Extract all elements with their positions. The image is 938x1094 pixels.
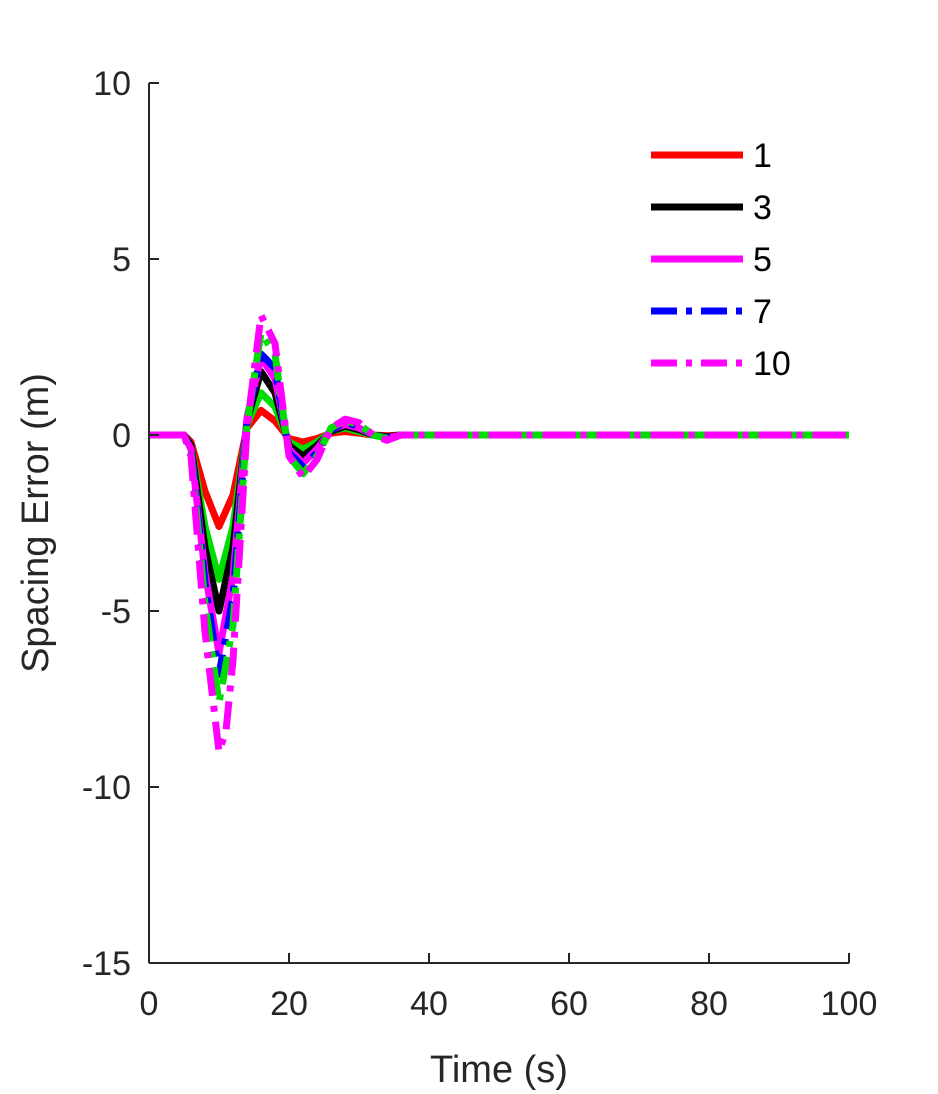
legend: 1 3 5 7 10 bbox=[651, 137, 791, 383]
x-tick-label: 100 bbox=[821, 985, 878, 1023]
x-tick-label: 60 bbox=[550, 985, 588, 1023]
y-tick-label: 5 bbox=[112, 241, 131, 279]
y-axis-label: Spacing Error (m) bbox=[15, 373, 57, 673]
x-tick-label: 40 bbox=[410, 985, 448, 1023]
y-tick-label: -15 bbox=[82, 945, 131, 983]
series-layer bbox=[149, 311, 849, 756]
series-line-3 bbox=[149, 368, 849, 615]
legend-label-5: 5 bbox=[753, 241, 772, 279]
legend-label-1: 1 bbox=[753, 137, 772, 175]
y-tick-label: -10 bbox=[82, 769, 131, 807]
series-line-10 bbox=[149, 311, 849, 756]
series-line-1 bbox=[149, 406, 849, 530]
legend-label-3: 3 bbox=[753, 189, 772, 227]
legend-label-7: 7 bbox=[753, 293, 772, 331]
axes-layer: 0 20 40 60 80 100 10 5 0 -5 -10 -15 bbox=[82, 65, 878, 1023]
legend-label-10: 10 bbox=[753, 345, 791, 383]
x-tick-label: 80 bbox=[690, 985, 728, 1023]
x-tick-label: 0 bbox=[140, 985, 159, 1023]
x-tick-label: 20 bbox=[270, 985, 308, 1023]
series-line-7 bbox=[149, 350, 849, 678]
y-tick-label: -5 bbox=[101, 593, 131, 631]
y-tick-label: 10 bbox=[93, 65, 131, 103]
y-tick-label: 0 bbox=[112, 417, 131, 455]
x-axis-label: Time (s) bbox=[430, 1049, 568, 1091]
